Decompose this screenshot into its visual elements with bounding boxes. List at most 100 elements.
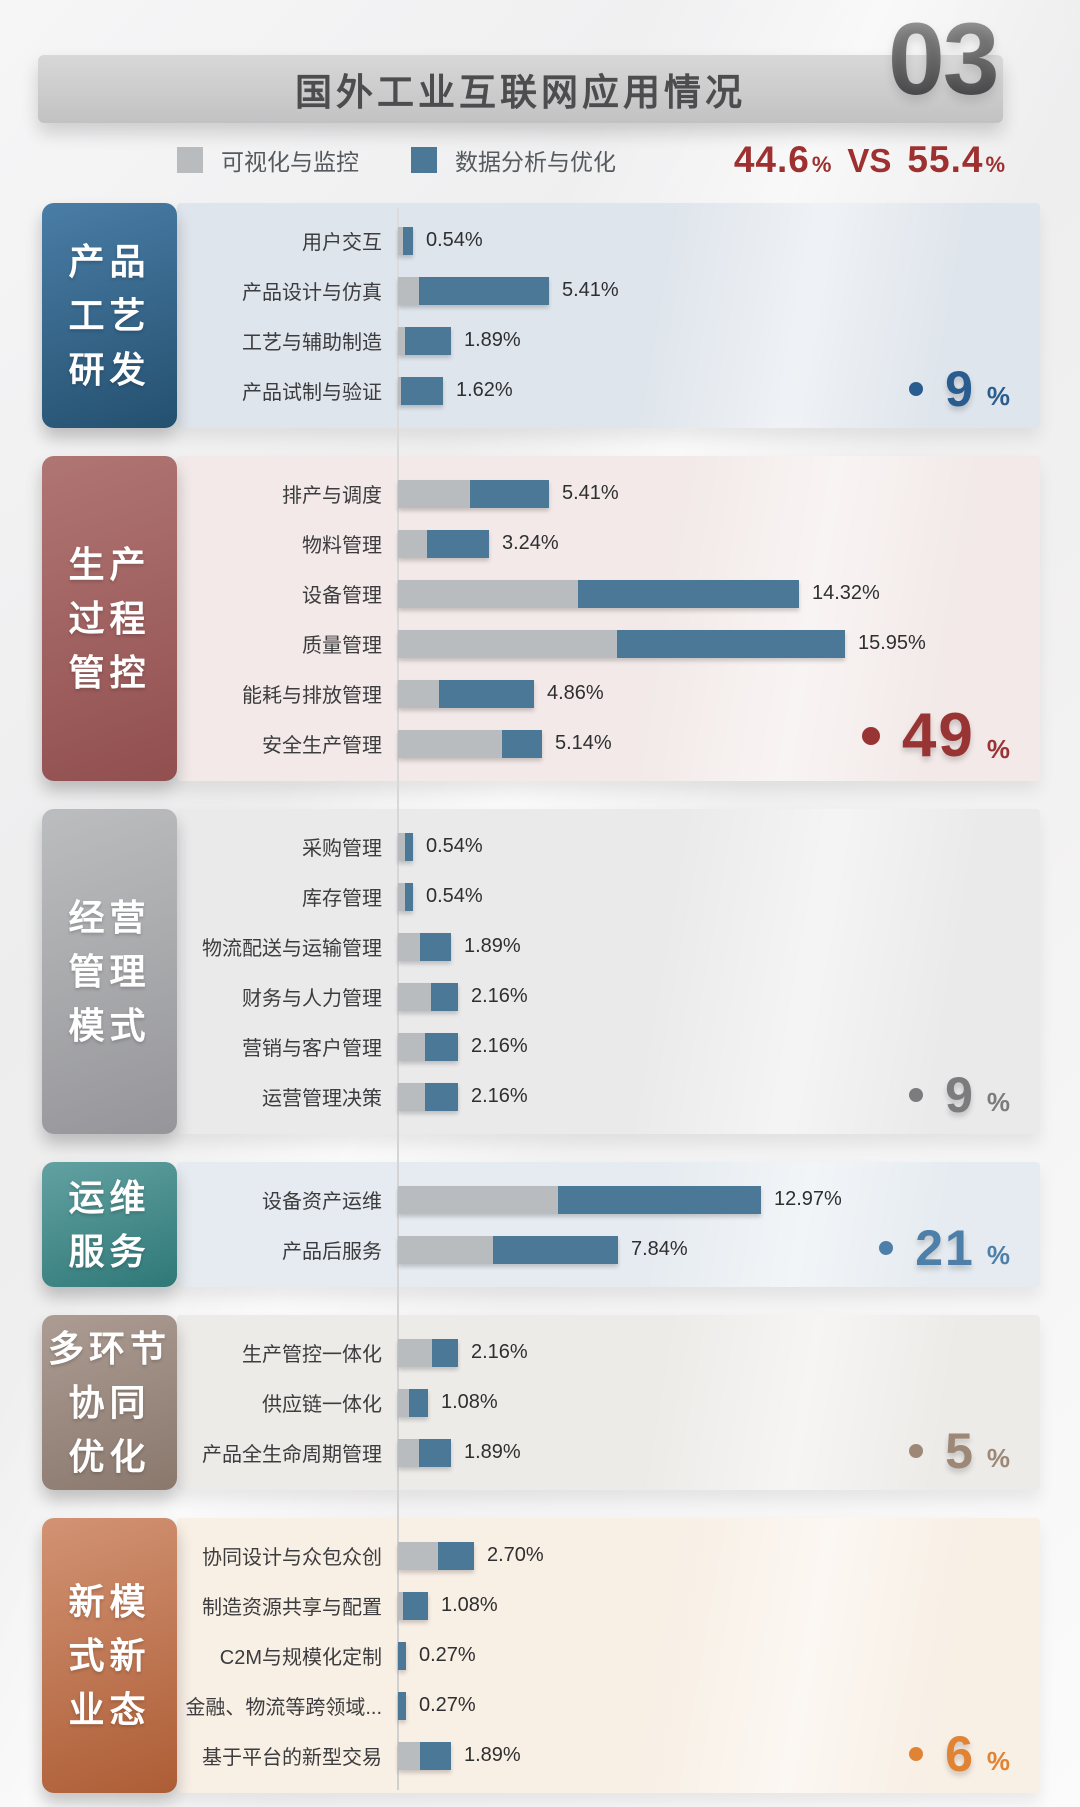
bar-category-label: 排产与调度 (282, 485, 382, 507)
section-total-value: 6 (945, 1726, 975, 1782)
bar-segment-analysis (398, 1691, 406, 1720)
stacked-bar (398, 579, 799, 608)
bar-category-label: 物料管理 (302, 535, 382, 557)
stacked-bar (398, 1185, 761, 1214)
percent-sign: % (986, 381, 1010, 411)
bar-segment-analysis (558, 1185, 761, 1214)
stacked-bar (398, 1591, 428, 1620)
bar-segment-analysis (502, 729, 542, 758)
section-category-label: 运维 服务 (42, 1162, 177, 1287)
stacked-bar (398, 1691, 406, 1720)
stacked-bar (398, 1641, 406, 1670)
bar-segment-analysis (420, 932, 451, 961)
bar-value-label: 0.27% (419, 1644, 476, 1666)
section-total: 49 % (861, 705, 1010, 767)
stacked-bar (398, 1032, 458, 1061)
bar-category-label: 设备管理 (302, 585, 382, 607)
bar-category-label: 物流配送与运输管理 (202, 938, 382, 960)
stacked-bar (398, 679, 534, 708)
bar-row: 库存管理 0.54% (177, 872, 1040, 922)
bar-category-label: 制造资源共享与配置 (202, 1597, 382, 1619)
section-panel: 协同设计与众包众创 2.70% 制造资源共享与配置 1.08% C2M与规模化定… (177, 1518, 1040, 1793)
bar-category-label: 用户交互 (302, 232, 382, 254)
section-category-label: 生产 过程 管控 (42, 456, 177, 781)
bullet-dot-icon (909, 382, 924, 396)
bar-category-label: 采购管理 (302, 838, 382, 860)
section-panel: 设备资产运维 12.97% 产品后服务 7.84% 21 % (177, 1162, 1040, 1287)
bar-value-label: 1.89% (464, 329, 521, 351)
bar-row: 设备管理 14.32% (177, 569, 1040, 619)
bar-category-label: C2M与规模化定制 (219, 1647, 382, 1669)
percent-sign: % (986, 1746, 1010, 1776)
bar-row: 工艺与辅助制造 1.89% (177, 316, 1040, 366)
bar-segment-analysis (432, 1338, 458, 1367)
section-label-line: 优化 (68, 1435, 151, 1477)
stacked-bar (398, 226, 413, 255)
stacked-bar (398, 629, 845, 658)
bullet-dot-icon (909, 1747, 924, 1761)
percent-sign: % (811, 152, 832, 177)
bar-row: 财务与人力管理 2.16% (177, 972, 1040, 1022)
bar-value-label: 1.08% (441, 1391, 498, 1413)
bar-row: 设备资产运维 12.97% (177, 1175, 1040, 1225)
bullet-dot-icon (861, 727, 880, 745)
stacked-bar (398, 529, 489, 558)
stacked-bar (398, 1541, 474, 1570)
bar-segment-analysis (617, 629, 845, 658)
bar-segment-visualization (398, 932, 420, 961)
stacked-bar (398, 276, 549, 305)
comparison-right-value: 55.4 (907, 139, 984, 180)
stacked-bar (398, 729, 542, 758)
chart-section: 运维 服务 设备资产运维 12.97% 产品后服务 7.84% 21 % (42, 1162, 1040, 1287)
bar-segment-visualization (398, 1185, 558, 1214)
bar-segment-visualization (398, 579, 578, 608)
section-panel: 用户交互 0.54% 产品设计与仿真 5.41% 工艺与辅助制造 1.89% 产… (177, 203, 1040, 428)
bar-row: 制造资源共享与配置 1.08% (177, 1581, 1040, 1631)
bullet-dot-icon (909, 1444, 924, 1458)
bar-row: 物流配送与运输管理 1.89% (177, 922, 1040, 972)
bar-row: 营销与客户管理 2.16% (177, 1022, 1040, 1072)
section-label-line: 生产 (68, 543, 151, 585)
bar-segment-visualization (398, 479, 470, 508)
bar-segment-visualization (398, 326, 405, 355)
page-number: 03 (888, 2, 999, 116)
percent-sign: % (985, 152, 1005, 177)
bar-value-label: 3.24% (502, 532, 559, 554)
bar-value-label: 5.41% (562, 279, 619, 301)
bar-category-label: 营销与客户管理 (242, 1038, 382, 1060)
bar-row: 采购管理 0.54% (177, 822, 1040, 872)
bar-segment-analysis (403, 1591, 428, 1620)
bar-value-label: 1.08% (441, 1594, 498, 1616)
bar-value-label: 2.16% (471, 1035, 528, 1057)
section-label-line: 管理 (68, 950, 151, 992)
section-total-value: 9 (945, 1067, 975, 1123)
legend-swatch-blue-icon (411, 147, 437, 173)
bar-value-label: 12.97% (774, 1188, 842, 1210)
section-label-line: 工艺 (68, 294, 151, 336)
bar-category-label: 质量管理 (302, 635, 382, 657)
bar-segment-analysis (425, 1032, 458, 1061)
legend-swatch-gray-icon (177, 147, 203, 173)
bar-segment-analysis (403, 226, 413, 255)
bullet-dot-icon (909, 1088, 924, 1102)
chart-section: 新模 式新 业态 协同设计与众包众创 2.70% 制造资源共享与配置 1.08% C… (42, 1518, 1040, 1793)
section-rows: 用户交互 0.54% 产品设计与仿真 5.41% 工艺与辅助制造 1.89% 产… (177, 216, 1040, 416)
bar-row: 生产管控一体化 2.16% (177, 1328, 1040, 1378)
bar-category-label: 产品后服务 (282, 1241, 382, 1263)
bar-segment-analysis (470, 479, 549, 508)
stacked-bar (398, 376, 443, 405)
bar-row: 协同设计与众包众创 2.70% (177, 1531, 1040, 1581)
bar-segment-visualization (398, 882, 405, 911)
section-label-line: 产品 (68, 240, 151, 282)
chart-section: 产品 工艺 研发 用户交互 0.54% 产品设计与仿真 5.41% 工艺与辅助制造 … (42, 203, 1040, 428)
stacked-bar (398, 882, 413, 911)
section-category-label: 经营 管理 模式 (42, 809, 177, 1134)
comparison-left-value: 44.6 (733, 139, 810, 180)
bar-category-label: 产品试制与验证 (242, 382, 382, 404)
chart-section: 多环节 协同 优化 生产管控一体化 2.16% 供应链一体化 1.08% 产品全生命… (42, 1315, 1040, 1490)
bar-category-label: 产品设计与仿真 (242, 282, 382, 304)
section-total: 9 % (909, 364, 1010, 414)
percent-sign: % (986, 734, 1010, 764)
section-label-line: 经营 (68, 896, 151, 938)
section-panel: 生产管控一体化 2.16% 供应链一体化 1.08% 产品全生命周期管理 1.8… (177, 1315, 1040, 1490)
